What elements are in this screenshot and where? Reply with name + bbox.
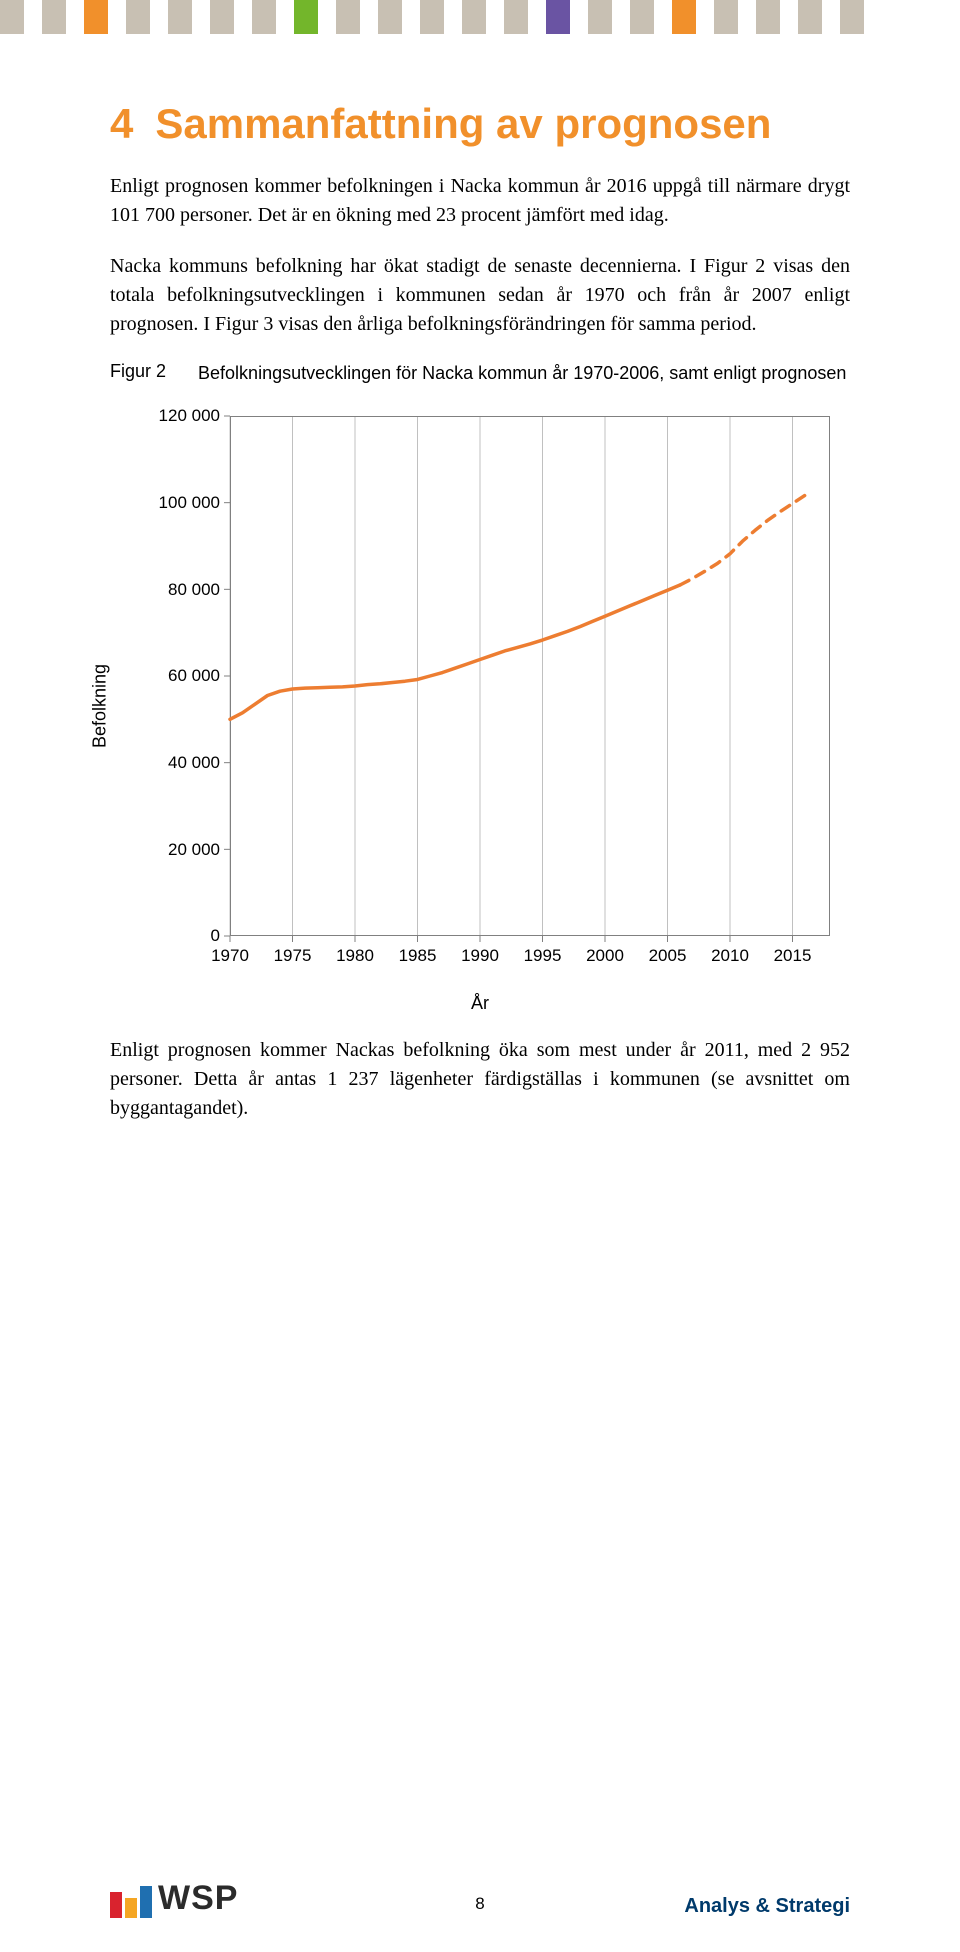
chart-xtick-label: 2010 bbox=[711, 936, 749, 966]
figure-caption-text: Befolkningsutvecklingen för Nacka kommun… bbox=[198, 361, 850, 386]
chart-plot-area: 020 00040 00060 00080 000100 000120 0001… bbox=[230, 416, 830, 936]
population-chart: Befolkning 020 00040 00060 00080 000100 … bbox=[110, 406, 850, 1006]
paragraph-2: Nacka kommuns befolkning har ökat stadig… bbox=[110, 252, 850, 339]
chart-ytick-label: 40 000 bbox=[168, 753, 230, 773]
paragraph-3: Enligt prognosen kommer Nackas befolknin… bbox=[110, 1036, 850, 1123]
chart-y-axis-label: Befolkning bbox=[90, 664, 111, 748]
page-number: 8 bbox=[475, 1894, 484, 1914]
chart-ytick-label: 60 000 bbox=[168, 666, 230, 686]
header-color-bar bbox=[0, 0, 960, 34]
page-footer: WSP 8 Analys & Strategi bbox=[0, 1879, 960, 1918]
heading-title: Sammanfattning av prognosen bbox=[155, 100, 771, 148]
figure-caption: Figur 2 Befolkningsutvecklingen för Nack… bbox=[110, 361, 850, 386]
figure-label: Figur 2 bbox=[110, 361, 166, 386]
paragraph-1: Enligt prognosen kommer befolkningen i N… bbox=[110, 172, 850, 230]
chart-xtick-label: 2005 bbox=[649, 936, 687, 966]
chart-ytick-label: 20 000 bbox=[168, 840, 230, 860]
heading-number: 4 bbox=[110, 100, 133, 148]
chart-x-axis-label: År bbox=[471, 993, 489, 1014]
chart-xtick-label: 2000 bbox=[586, 936, 624, 966]
wsp-logo-text: WSP bbox=[158, 1879, 238, 1918]
page: 4 Sammanfattning av prognosen Enligt pro… bbox=[0, 0, 960, 1952]
chart-xtick-label: 1975 bbox=[274, 936, 312, 966]
chart-xtick-label: 2015 bbox=[774, 936, 812, 966]
chart-ytick-label: 100 000 bbox=[159, 493, 230, 513]
wsp-logo: WSP bbox=[110, 1879, 238, 1918]
wsp-logo-bars-icon bbox=[110, 1886, 152, 1918]
chart-ytick-label: 120 000 bbox=[159, 406, 230, 426]
chart-xtick-label: 1970 bbox=[211, 936, 249, 966]
chart-ytick-label: 80 000 bbox=[168, 580, 230, 600]
chart-xtick-label: 1985 bbox=[399, 936, 437, 966]
footer-brand: Analys & Strategi bbox=[684, 1895, 850, 1918]
chart-xtick-label: 1995 bbox=[524, 936, 562, 966]
chart-svg bbox=[230, 416, 830, 936]
chart-xtick-label: 1990 bbox=[461, 936, 499, 966]
chart-xtick-label: 1980 bbox=[336, 936, 374, 966]
